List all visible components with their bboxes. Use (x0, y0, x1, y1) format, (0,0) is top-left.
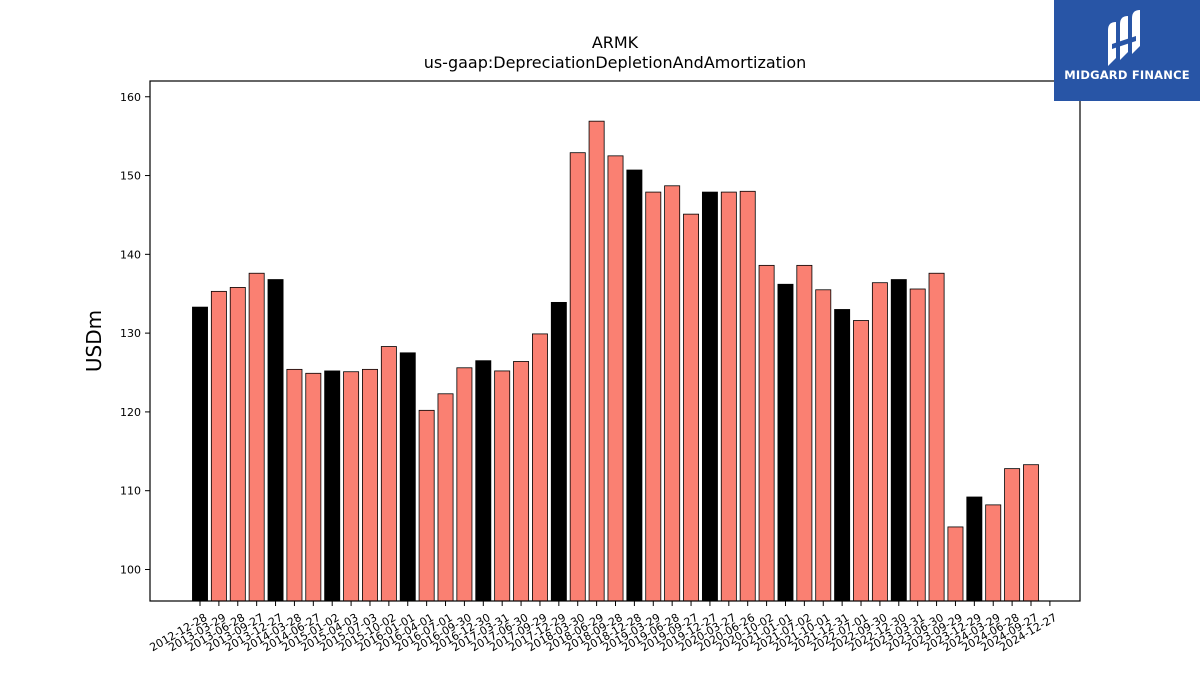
bar (532, 333, 548, 602)
bar (796, 264, 813, 602)
bar (928, 272, 945, 602)
bar (513, 361, 530, 602)
bar (229, 287, 246, 602)
y-tick-label: 120 (120, 406, 141, 419)
y-axis-label: USDm (82, 310, 106, 372)
bar (947, 526, 964, 602)
bar (966, 496, 983, 602)
bar (683, 213, 699, 602)
y-tick-label: 160 (120, 91, 141, 104)
bar (343, 371, 360, 602)
bar (494, 370, 511, 602)
bar (853, 320, 869, 602)
bar (267, 279, 284, 602)
chart-subtitle: us-gaap:DepreciationDepletionAndAmortiza… (424, 53, 807, 72)
bar (380, 346, 397, 602)
bar (248, 272, 265, 602)
y-axis: 100 110 120 130 140 150 160 (120, 91, 150, 576)
bar (607, 155, 624, 602)
y-tick-label: 110 (120, 485, 141, 498)
bar (1023, 464, 1039, 602)
bar (192, 306, 208, 602)
y-tick-label: 140 (120, 248, 141, 261)
bar (626, 169, 643, 602)
bar (588, 120, 605, 602)
bar (815, 289, 832, 602)
y-tick-label: 100 (120, 563, 141, 576)
bar (324, 370, 341, 602)
plot-frame (149, 80, 1081, 602)
bar (777, 283, 794, 602)
bar (890, 279, 907, 602)
bar (834, 309, 851, 602)
bar (418, 409, 435, 602)
bar (739, 190, 756, 602)
bar (399, 352, 416, 602)
chart-title: ARMK (592, 33, 639, 52)
y-tick-label: 130 (120, 327, 141, 340)
bar (758, 264, 775, 602)
brand-logo: MIDGARD FINANCE (1054, 0, 1200, 101)
bar (645, 191, 662, 602)
brand-name: MIDGARD FINANCE (1064, 68, 1190, 82)
bar (362, 368, 378, 602)
bar (437, 393, 454, 602)
bar (664, 185, 681, 602)
bar (985, 504, 1002, 602)
bar (456, 367, 473, 602)
x-axis: 2012-12-282013-03-292013-06-282013-09-27… (147, 601, 1059, 654)
bar (475, 360, 492, 602)
bar (569, 152, 586, 602)
bars-group (192, 120, 1039, 602)
bar (720, 191, 737, 602)
bar (1004, 468, 1021, 602)
bar (871, 282, 888, 602)
midgard-logo-icon (1108, 10, 1140, 66)
bar (701, 191, 718, 602)
bar (210, 290, 227, 602)
y-tick-label: 150 (120, 170, 141, 183)
bar (286, 368, 303, 602)
bar (909, 288, 926, 602)
bar (550, 301, 567, 602)
bar (305, 372, 322, 602)
